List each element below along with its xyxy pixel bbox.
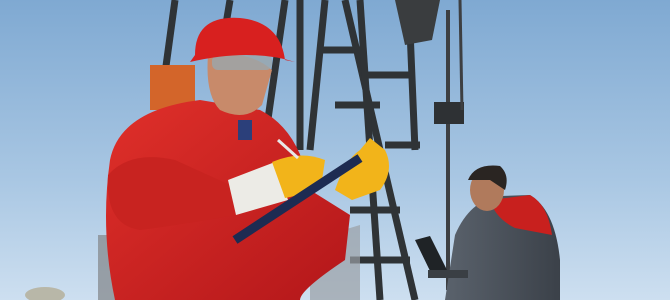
cable — [460, 0, 462, 110]
laptop-base — [428, 270, 468, 278]
derrick-beam — [410, 30, 415, 150]
shirt-collar — [238, 120, 252, 140]
page-body — [0, 0, 670, 300]
page: Oil field workers {} html, body { margin… — [0, 0, 670, 300]
photo — [0, 0, 670, 300]
rod-clamp — [434, 102, 464, 124]
safety-glasses — [212, 55, 272, 70]
